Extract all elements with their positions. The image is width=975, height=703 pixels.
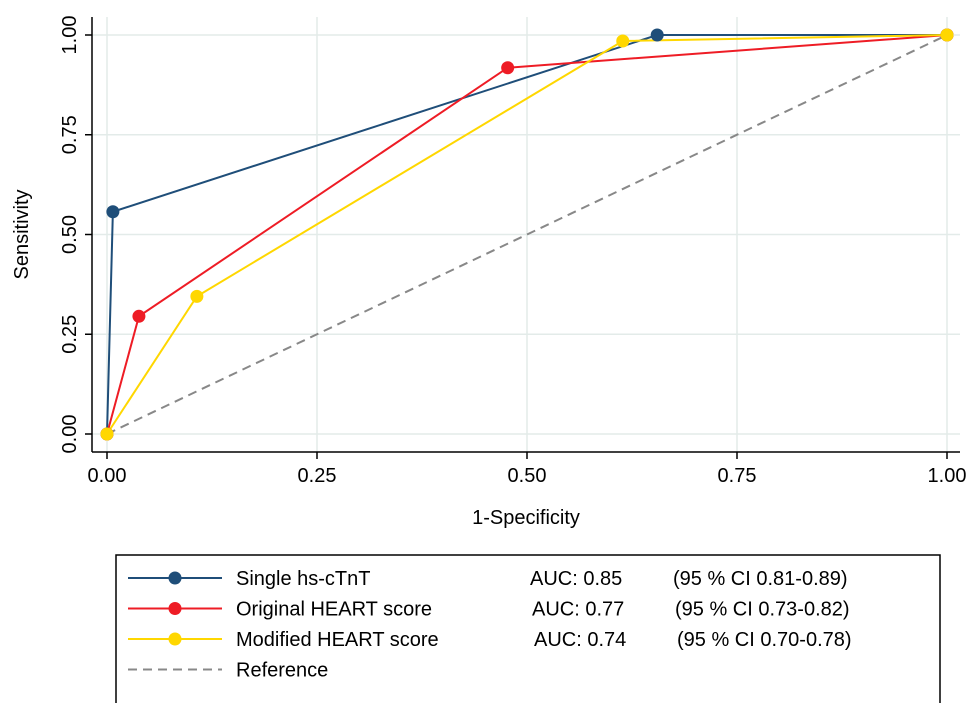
- y-tick-label: 0.50: [59, 215, 81, 254]
- series-1-point: [106, 205, 120, 219]
- legend-swatch-marker: [168, 632, 182, 646]
- gridlines: [92, 17, 960, 452]
- series-layer: [100, 28, 954, 441]
- legend-box: [115, 554, 941, 703]
- legend-auc: AUC: 0.77: [532, 599, 624, 621]
- legend-series-name: Original HEART score: [236, 599, 432, 621]
- series-2-point: [501, 61, 515, 75]
- axes: 0.00 0.25 0.50 0.75 1.00 0.00 0.25 0.50 0.75 1.00: [59, 16, 966, 487]
- x-tick-label: 0.75: [718, 465, 757, 487]
- y-tick-label: 0.75: [59, 115, 81, 154]
- y-tick-label: 1.00: [59, 16, 81, 55]
- legend-ci: (95 % CI 0.73-0.82): [675, 599, 850, 621]
- series-1-point: [650, 28, 664, 42]
- x-tick-label: 0.25: [298, 465, 337, 487]
- y-axis-title: Sensitivity: [11, 189, 33, 279]
- x-tick-label: 1.00: [928, 465, 967, 487]
- x-tick-label: 0.00: [88, 465, 127, 487]
- series-line-3: [106, 34, 948, 435]
- y-tick-label: 0.00: [59, 415, 81, 454]
- x-axis-title: 1-Specificity: [472, 507, 580, 529]
- legend-ci: (95 % CI 0.70-0.78): [677, 629, 852, 651]
- series-line-2: [106, 34, 948, 435]
- series-3-point: [100, 427, 114, 441]
- x-tick-label: 0.50: [508, 465, 547, 487]
- legend: Single hs-cTnT AUC: 0.85 (95 % CI 0.81-0.8…: [115, 554, 941, 703]
- y-tick-label: 0.25: [59, 315, 81, 354]
- series-3-point: [940, 28, 954, 42]
- legend-series-name: Reference: [236, 660, 328, 682]
- legend-auc: AUC: 0.74: [534, 629, 626, 651]
- series-3-point: [616, 34, 630, 48]
- legend-auc: AUC: 0.85: [530, 568, 622, 590]
- series-line-1: [106, 34, 947, 435]
- series-2-point: [132, 309, 146, 323]
- legend-swatch-marker: [168, 571, 182, 585]
- legend-series-name: Modified HEART score: [236, 629, 439, 651]
- legend-ci: (95 % CI 0.81-0.89): [673, 568, 848, 590]
- reference-line: [106, 34, 948, 435]
- legend-swatch-marker: [168, 602, 182, 615]
- legend-series-name: Single hs-cTnT: [236, 568, 371, 590]
- series-3-point: [190, 289, 204, 303]
